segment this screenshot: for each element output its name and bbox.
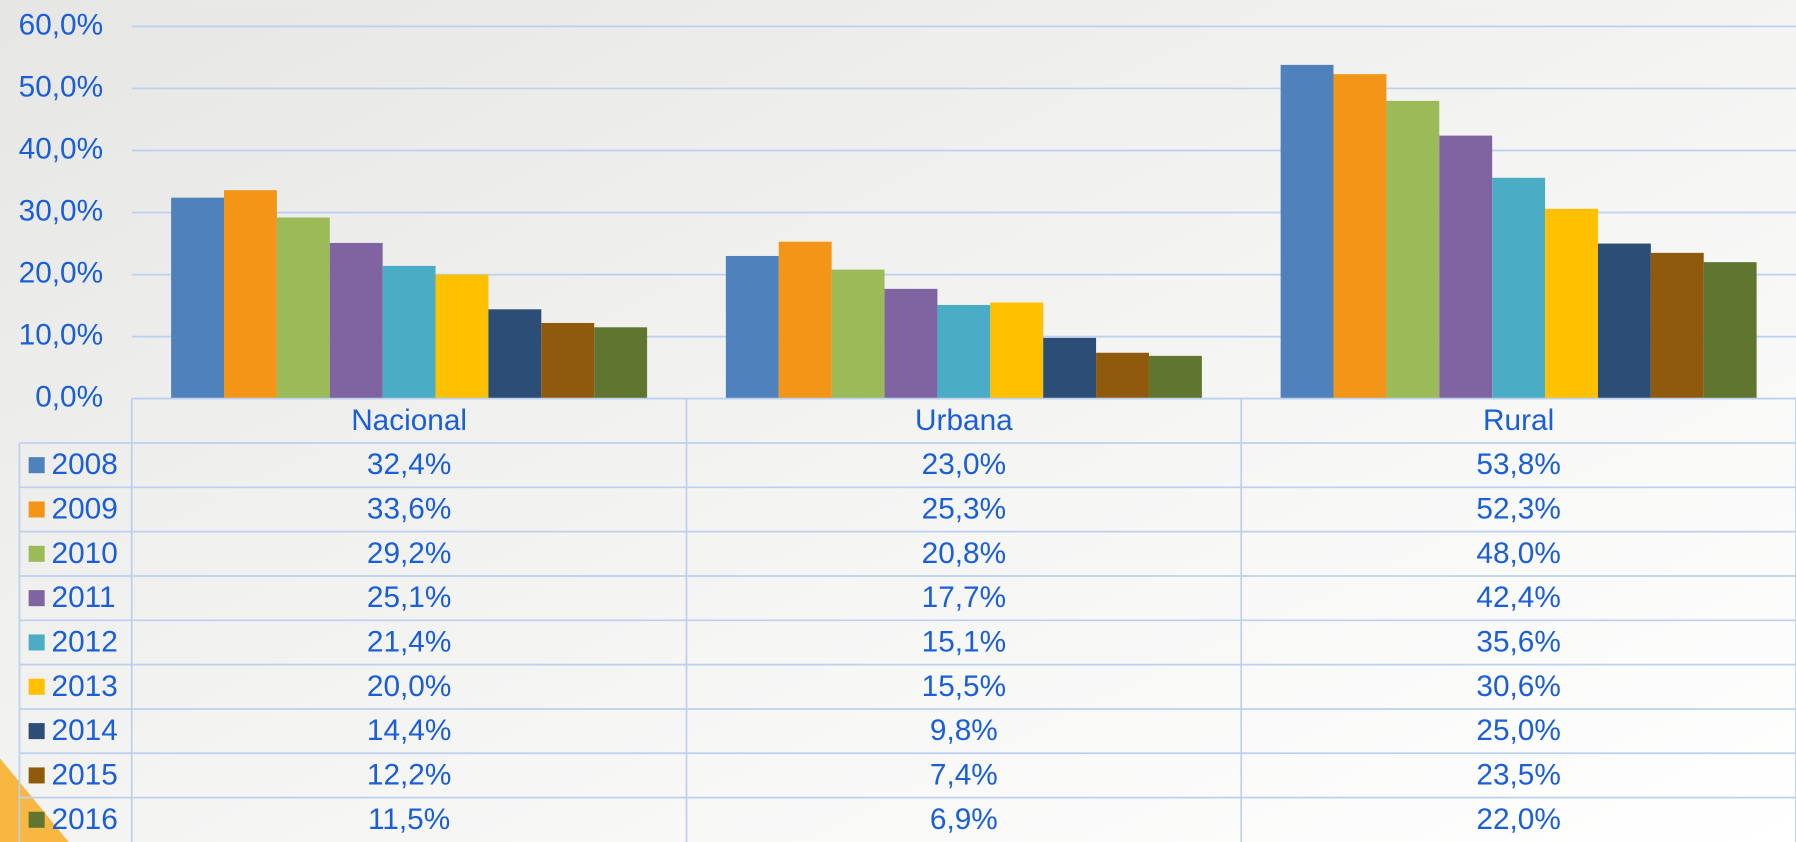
bar	[1148, 355, 1202, 399]
table-value: 6,9%	[930, 803, 998, 836]
y-tick-label: 40,0%	[19, 132, 103, 165]
legend-label: 2014	[52, 714, 118, 747]
legend-key	[28, 723, 45, 740]
legend-label: 2012	[52, 625, 118, 658]
bar	[1333, 74, 1387, 399]
legend-label: 2015	[52, 758, 118, 791]
table-value: 30,6%	[1476, 670, 1560, 703]
legend-key	[28, 634, 45, 651]
legend-label: 2016	[52, 803, 118, 836]
table-value: 29,2%	[367, 537, 451, 570]
table-value: 48,0%	[1476, 537, 1560, 570]
bar	[1597, 243, 1651, 399]
legend-key	[28, 590, 45, 607]
bar	[1043, 337, 1097, 399]
table-value: 21,4%	[367, 625, 451, 658]
legend-key	[28, 811, 45, 828]
y-tick-label: 10,0%	[19, 318, 103, 351]
bar	[435, 274, 489, 399]
category-label: Urbana	[915, 404, 1013, 437]
table-value: 52,3%	[1476, 492, 1560, 525]
category-label: Rural	[1483, 404, 1554, 437]
table-value: 22,0%	[1476, 803, 1560, 836]
legend-key	[28, 501, 45, 518]
bar	[831, 269, 885, 399]
legend-label: 2013	[52, 670, 118, 703]
table-value: 15,5%	[922, 670, 1006, 703]
y-tick-label: 20,0%	[19, 256, 103, 289]
legend-key	[28, 545, 45, 562]
table-value: 25,1%	[367, 581, 451, 614]
category-label: Nacional	[351, 404, 467, 437]
bar	[223, 190, 277, 399]
bar	[1650, 252, 1704, 399]
legend-label: 2009	[52, 492, 118, 525]
y-tick-label: 60,0%	[19, 8, 103, 41]
table-value: 15,1%	[922, 625, 1006, 658]
bar	[1096, 352, 1149, 399]
legend-key	[28, 457, 45, 474]
bar	[541, 322, 595, 399]
table-value: 20,8%	[922, 537, 1006, 570]
legend-label: 2008	[52, 448, 118, 481]
decoration	[0, 758, 69, 842]
table-value: 42,4%	[1476, 581, 1560, 614]
bar	[1492, 177, 1546, 399]
table-value: 9,8%	[930, 714, 998, 747]
table-value: 23,5%	[1476, 758, 1560, 791]
table-value: 25,3%	[922, 492, 1006, 525]
table-value: 7,4%	[930, 758, 998, 791]
legend-label: 2010	[52, 537, 118, 570]
bar	[725, 255, 779, 399]
table-value: 14,4%	[367, 714, 451, 747]
legend-label: 2011	[52, 581, 116, 614]
table-value: 53,8%	[1476, 448, 1560, 481]
legend-key	[28, 678, 45, 695]
bar	[171, 197, 224, 399]
table-value: 25,0%	[1476, 714, 1560, 747]
table-value: 23,0%	[922, 448, 1006, 481]
y-tick-label: 30,0%	[19, 194, 103, 227]
bar	[382, 265, 436, 399]
table-value: 20,0%	[367, 670, 451, 703]
bar	[1439, 135, 1493, 399]
bar	[1386, 100, 1440, 399]
table-value: 12,2%	[367, 758, 451, 791]
legend-key	[28, 767, 45, 784]
table-value: 11,5%	[368, 803, 450, 836]
table-value: 35,6%	[1476, 625, 1560, 658]
bar	[884, 288, 938, 399]
bar	[778, 241, 832, 399]
table-value: 17,7%	[922, 581, 1006, 614]
bar	[594, 327, 648, 399]
bar	[1280, 64, 1334, 399]
bar	[329, 242, 383, 399]
bar	[1703, 262, 1757, 399]
table-value: 32,4%	[367, 448, 451, 481]
bar	[488, 309, 542, 399]
bar	[990, 302, 1044, 399]
y-tick-label: 50,0%	[19, 70, 103, 103]
table-value: 33,6%	[367, 492, 451, 525]
bar	[276, 217, 330, 399]
y-tick-label: 0,0%	[35, 381, 103, 414]
bar	[937, 304, 991, 399]
bar	[1545, 208, 1598, 399]
